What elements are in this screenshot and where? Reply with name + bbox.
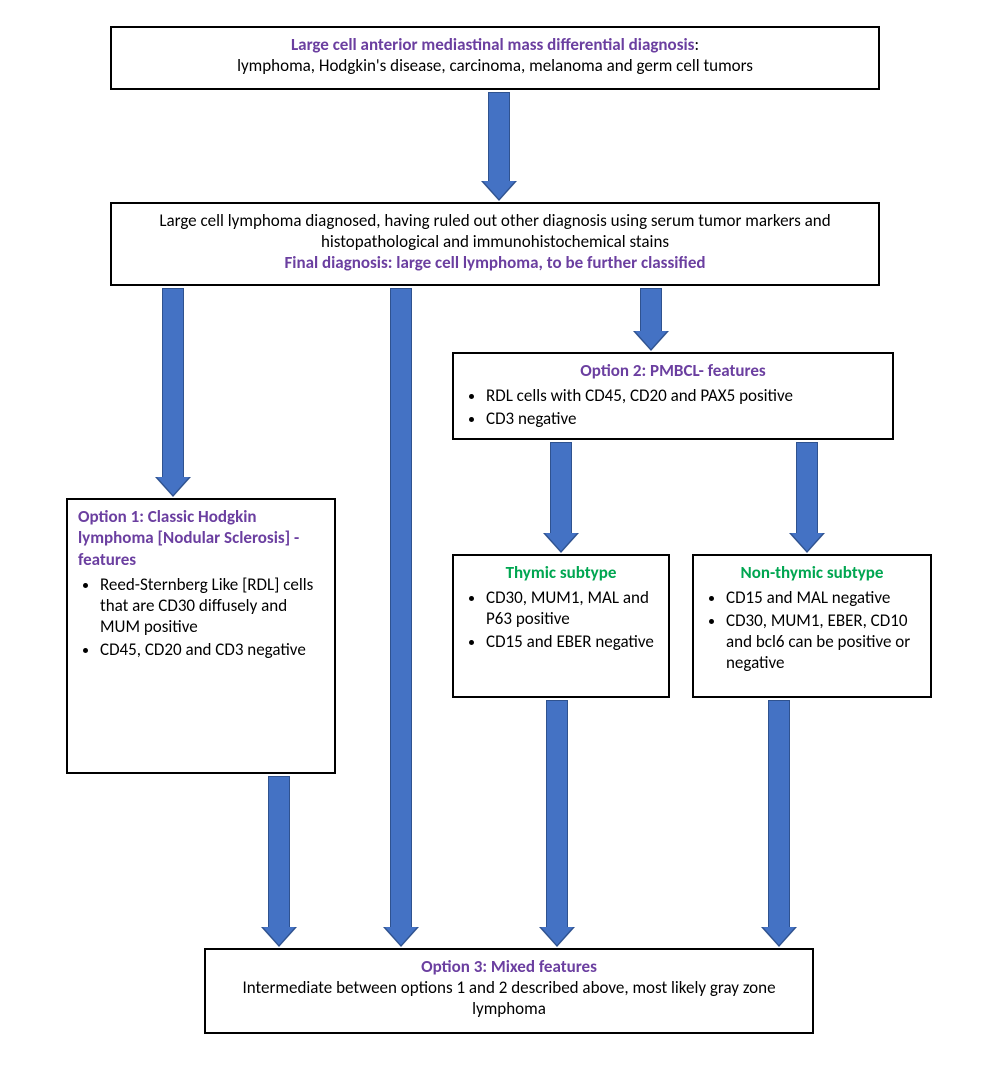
node-thymic-subtype: Thymic subtype CD30, MUM1, MAL and P63 p… (452, 554, 670, 698)
node-4-bullet-1: CD3 negative (486, 408, 882, 429)
arrow-3-7 (268, 776, 290, 928)
node-3-title: Option 1: Classic Hodgkin lymphoma [Nodu… (78, 506, 324, 570)
node-2-body: Large cell lymphoma diagnosed, having ru… (159, 210, 830, 252)
node-1-body: lymphoma, Hodgkin's disease, carcinoma, … (237, 55, 753, 76)
node-3-bullet-0: Reed-Sternberg Like [RDL] cells that are… (100, 574, 324, 637)
node-lymphoma-diagnosed: Large cell lymphoma diagnosed, having ru… (110, 202, 880, 286)
node-7-title: Option 3: Mixed features (421, 956, 597, 977)
node-3-bullets: Reed-Sternberg Like [RDL] cells that are… (78, 574, 324, 660)
arrow-2-3 (162, 288, 184, 478)
node-7-body: Intermediate between options 1 and 2 des… (242, 977, 775, 1019)
node-5-bullet-1: CD15 and EBER negative (486, 631, 658, 652)
node-1-title: Large cell anterior mediastinal mass dif… (291, 34, 694, 55)
node-5-title: Thymic subtype (464, 562, 658, 583)
node-option-3: Option 3: Mixed features Intermediate be… (204, 948, 814, 1034)
node-4-title: Option 2: PMBCL- features (464, 360, 882, 381)
node-5-bullet-0: CD30, MUM1, MAL and P63 positive (486, 587, 658, 629)
node-6-bullet-0: CD15 and MAL negative (726, 587, 920, 608)
arrow-1-2 (488, 92, 510, 182)
arrow-4-6 (796, 442, 818, 534)
node-2-footer: Final diagnosis: large cell lymphoma, to… (285, 252, 706, 273)
arrow-2-4 (640, 288, 662, 332)
node-4-bullets: RDL cells with CD45, CD20 and PAX5 posit… (464, 385, 882, 429)
node-6-bullets: CD15 and MAL negative CD30, MUM1, EBER, … (704, 587, 920, 673)
flowchart-container: Large cell anterior mediastinal mass dif… (20, 20, 966, 1059)
node-option-1: Option 1: Classic Hodgkin lymphoma [Nodu… (66, 498, 336, 774)
arrow-2-7 (390, 288, 412, 928)
arrow-4-5 (550, 442, 572, 534)
node-option-2: Option 2: PMBCL- features RDL cells with… (452, 352, 894, 440)
arrow-5-7 (546, 700, 568, 928)
node-6-title: Non-thymic subtype (704, 562, 920, 583)
node-5-bullets: CD30, MUM1, MAL and P63 positive CD15 an… (464, 587, 658, 652)
arrow-6-7 (768, 700, 790, 928)
node-3-bullet-1: CD45, CD20 and CD3 negative (100, 639, 324, 660)
node-6-bullet-1: CD30, MUM1, EBER, CD10 and bcl6 can be p… (726, 610, 920, 673)
node-4-bullet-0: RDL cells with CD45, CD20 and PAX5 posit… (486, 385, 882, 406)
node-differential-diagnosis: Large cell anterior mediastinal mass dif… (110, 26, 880, 90)
node-non-thymic-subtype: Non-thymic subtype CD15 and MAL negative… (692, 554, 932, 698)
